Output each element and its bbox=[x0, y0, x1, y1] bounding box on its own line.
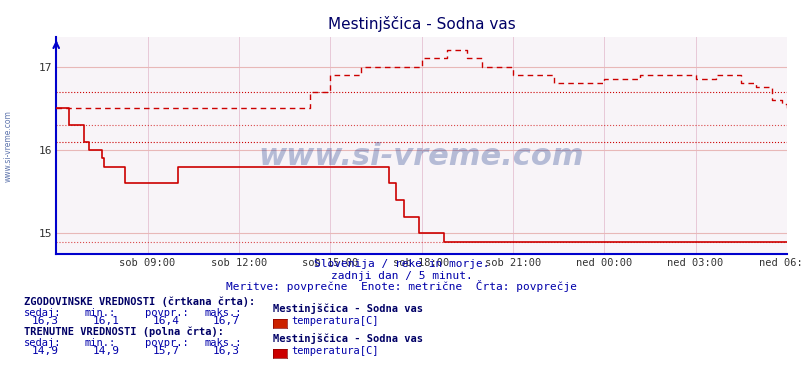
Text: 16,3: 16,3 bbox=[213, 346, 240, 356]
Text: temperatura[C]: temperatura[C] bbox=[291, 316, 379, 326]
Text: temperatura[C]: temperatura[C] bbox=[291, 346, 379, 356]
Text: 16,7: 16,7 bbox=[213, 316, 240, 326]
Text: www.si-vreme.com: www.si-vreme.com bbox=[258, 142, 584, 171]
Text: povpr.:: povpr.: bbox=[144, 308, 188, 318]
Text: Mestinjščica - Sodna vas: Mestinjščica - Sodna vas bbox=[273, 303, 423, 314]
Text: min.:: min.: bbox=[84, 308, 115, 318]
Text: min.:: min.: bbox=[84, 338, 115, 348]
Text: maks.:: maks.: bbox=[205, 338, 242, 348]
Text: 16,1: 16,1 bbox=[92, 316, 119, 326]
Text: povpr.:: povpr.: bbox=[144, 338, 188, 348]
Text: sedaj:: sedaj: bbox=[24, 308, 62, 318]
Text: sedaj:: sedaj: bbox=[24, 338, 62, 348]
Text: 16,3: 16,3 bbox=[32, 316, 59, 326]
Text: TRENUTNE VREDNOSTI (polna črta):: TRENUTNE VREDNOSTI (polna črta): bbox=[24, 326, 224, 337]
Text: ZGODOVINSKE VREDNOSTI (črtkana črta):: ZGODOVINSKE VREDNOSTI (črtkana črta): bbox=[24, 296, 255, 307]
Text: maks.:: maks.: bbox=[205, 308, 242, 318]
Text: Mestinjščica - Sodna vas: Mestinjščica - Sodna vas bbox=[273, 333, 423, 344]
Text: 16,4: 16,4 bbox=[152, 316, 180, 326]
Text: 14,9: 14,9 bbox=[92, 346, 119, 356]
Title: Mestinjščica - Sodna vas: Mestinjščica - Sodna vas bbox=[327, 16, 515, 32]
Text: Slovenija / reke in morje.: Slovenija / reke in morje. bbox=[314, 260, 488, 269]
Text: 14,9: 14,9 bbox=[32, 346, 59, 356]
Text: Meritve: povprečne  Enote: metrične  Črta: povprečje: Meritve: povprečne Enote: metrične Črta:… bbox=[225, 280, 577, 292]
Text: 15,7: 15,7 bbox=[152, 346, 180, 356]
Text: www.si-vreme.com: www.si-vreme.com bbox=[3, 110, 13, 182]
Text: zadnji dan / 5 minut.: zadnji dan / 5 minut. bbox=[330, 271, 472, 280]
